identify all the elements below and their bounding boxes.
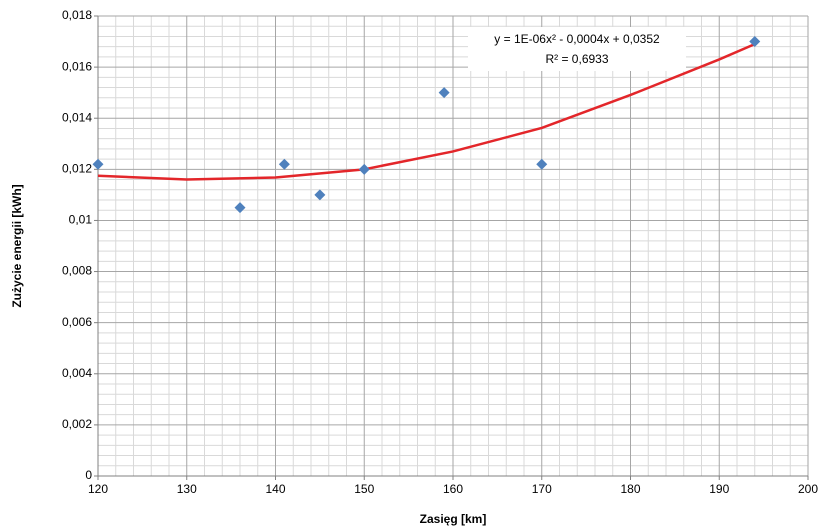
y-tick-label: 0,016 [62,59,92,73]
x-tick-label: 170 [532,482,552,496]
data-point [358,163,370,175]
y-tick-label: 0 [85,468,92,482]
x-axis-title: Zasięg [km] [420,512,487,526]
y-tick-label: 0,006 [62,315,92,329]
data-point [314,189,326,201]
data-point [278,158,290,170]
y-tick-label: 0,012 [62,162,92,176]
y-tick-label: 0,008 [62,264,92,278]
y-tick-label: 0,018 [62,8,92,22]
data-point [749,36,761,48]
trendline [97,42,756,181]
x-tick-label: 140 [265,482,285,496]
x-tick-label: 150 [354,482,374,496]
y-tick-label: 0,004 [62,366,92,380]
y-axis-title: Zużycie energii [kWh] [10,184,24,307]
trend-r-squared: R² = 0,6933 [545,52,608,66]
data-point [536,158,548,170]
y-tick-label: 0,014 [62,110,92,124]
y-tick-label: 0,002 [62,417,92,431]
data-point [92,158,104,170]
x-tick-label: 200 [798,482,818,496]
data-point [438,87,450,99]
x-tick-label: 160 [443,482,463,496]
equation-box [468,27,686,71]
x-tick-label: 190 [709,482,729,496]
x-tick-label: 130 [177,482,197,496]
y-tick-label: 0,01 [69,213,93,227]
x-tick-label: 120 [88,482,108,496]
x-tick-label: 180 [620,482,640,496]
trend-equation: y = 1E-06x² - 0,0004x + 0,0352 [494,32,660,46]
data-point [234,202,246,214]
